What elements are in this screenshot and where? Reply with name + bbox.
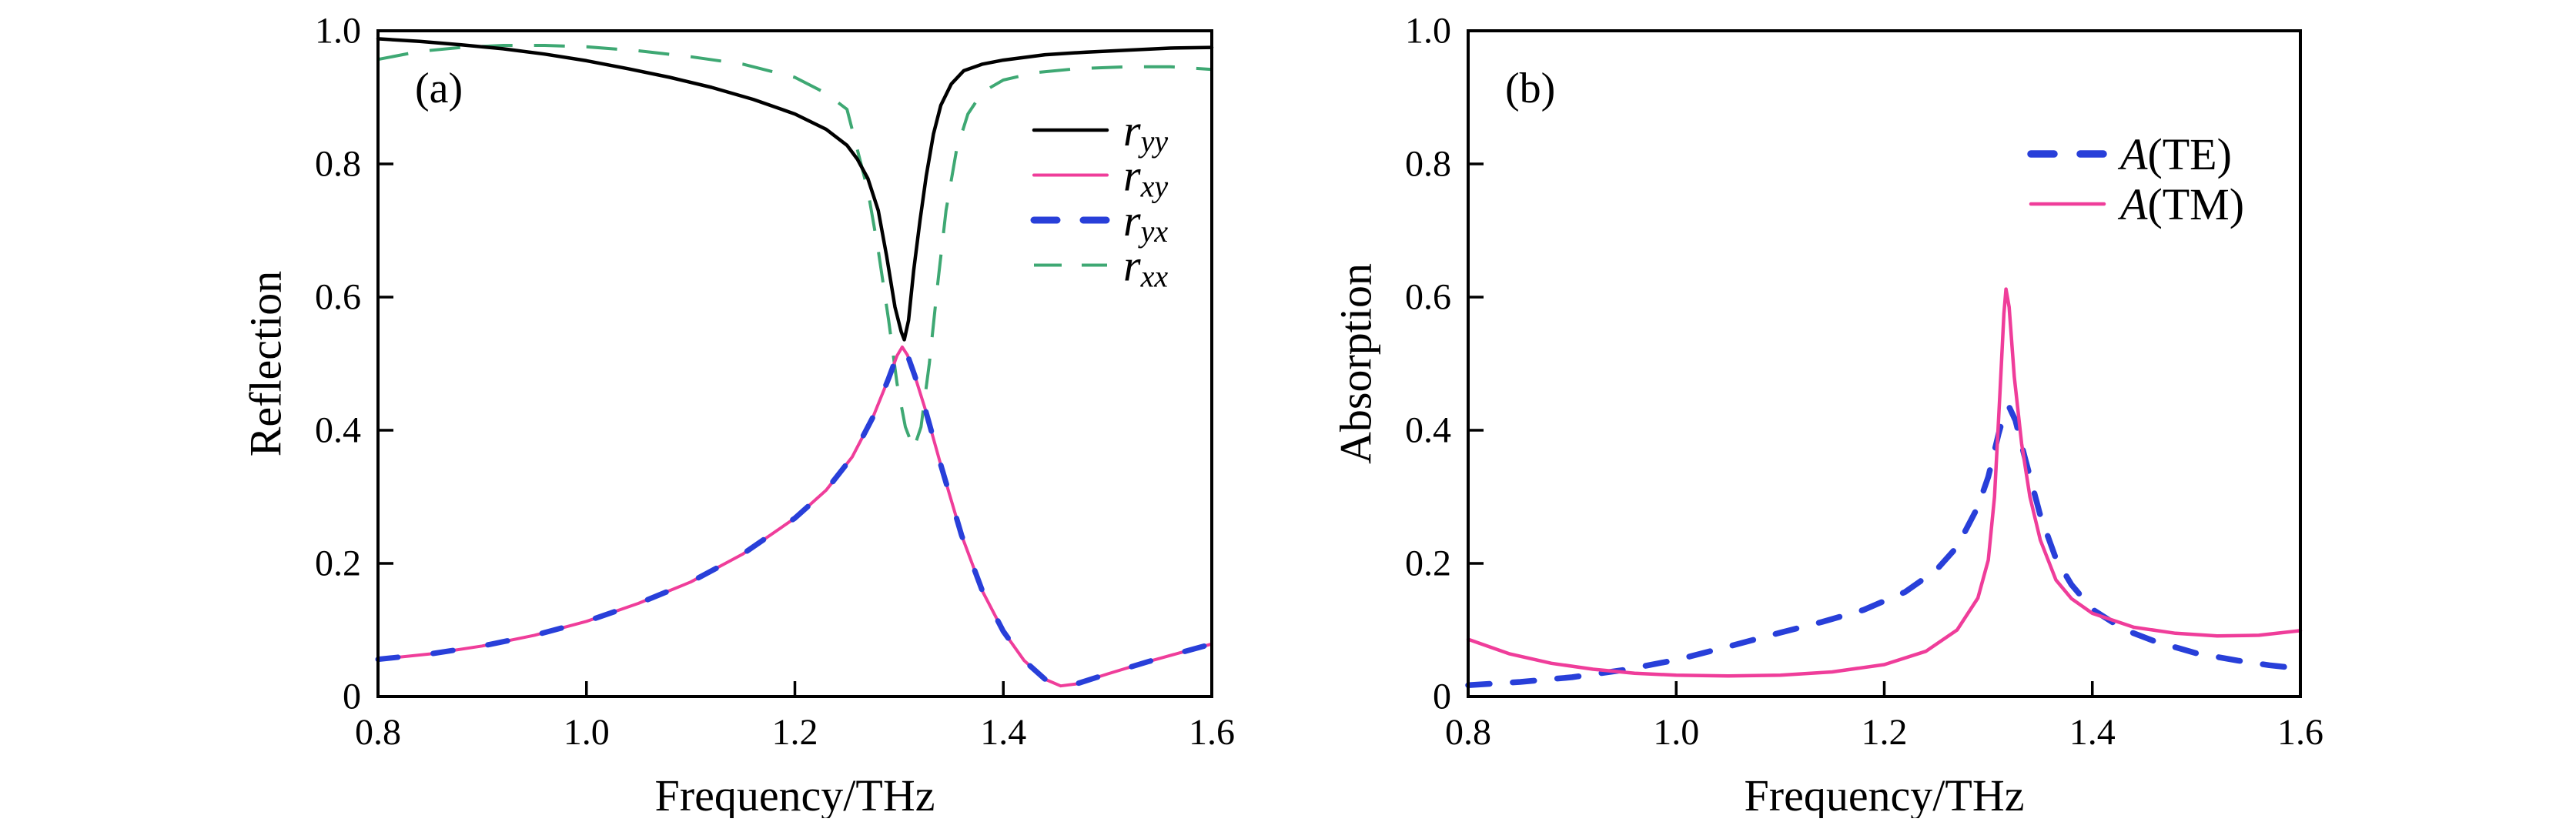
y-axis-label: Absorption	[1331, 263, 1381, 464]
curve-a-te	[1465, 403, 2303, 689]
x-tick-label: 1.2	[1862, 712, 1908, 753]
x-tick-label: 0.8	[1445, 712, 1491, 753]
x-tick-label: 1.2	[772, 712, 818, 753]
y-tick-label: 0.6	[1405, 277, 1451, 318]
y-tick-label: 1.0	[315, 11, 361, 52]
legend-item-r-xx: rxx	[1034, 240, 1168, 293]
panel-tag: (a)	[415, 65, 463, 112]
legend-label: A(TM)	[2117, 179, 2244, 229]
x-tick-label: 0.8	[355, 712, 401, 753]
x-axis-label: Frequency/THz	[655, 770, 935, 818]
x-tick-label: 1.6	[1189, 712, 1235, 753]
curve-r-yy	[376, 37, 1214, 342]
y-tick-label: 0.4	[315, 410, 361, 451]
x-tick-label: 1.0	[564, 712, 610, 753]
curve-r-xx	[377, 44, 1213, 451]
x-tick-label: 1.4	[980, 712, 1026, 753]
legend: A(TE)A(TM)	[2027, 129, 2244, 229]
curve-r-xy	[376, 345, 1213, 688]
panel-tag: (b)	[1505, 65, 1555, 112]
legend-item-a-te: A(TE)	[2027, 129, 2232, 179]
legend-label: ryy	[1123, 105, 1168, 159]
legend-label: rxx	[1123, 240, 1168, 293]
legend-item-r-yy: ryy	[1032, 105, 1168, 159]
x-tick-label: 1.4	[2069, 712, 2116, 753]
y-tick-label: 0.2	[315, 543, 361, 584]
legend-label: ryx	[1123, 195, 1168, 249]
y-tick-label: 0	[343, 677, 361, 717]
curve-r-yx	[375, 344, 1215, 689]
y-tick-label: 0.8	[1405, 144, 1451, 185]
y-tick-label: 1.0	[1405, 11, 1451, 52]
legend-label: rxy	[1123, 150, 1168, 203]
y-tick-label: 0	[1433, 677, 1451, 717]
y-tick-label: 0.4	[1405, 410, 1451, 451]
legend-item-r-yx: ryx	[1030, 195, 1168, 249]
y-axis-label: Reflection	[241, 271, 291, 457]
x-tick-label: 1.0	[1653, 712, 1699, 753]
y-tick-label: 0.8	[315, 144, 361, 185]
legend-item-r-xy: rxy	[1032, 150, 1168, 203]
panel-b: 0.8 1.0 1.2 1.4 1.6 0 0.2 0.4 0.6 0.8 1.0 Frequency…	[1331, 11, 2324, 821]
legend-label: A(TE)	[2117, 129, 2232, 179]
y-tick-label: 0.6	[315, 277, 361, 318]
curve-a-tm	[1466, 287, 2303, 678]
x-axis-label: Frequency/THz	[1745, 770, 2025, 818]
y-tick-label: 0.2	[1405, 543, 1451, 584]
legend-item-a-tm: A(TM)	[2029, 179, 2244, 229]
x-tick-label: 1.6	[2277, 712, 2323, 753]
panel-a: 0.8 1.0 1.2 1.4 1.6 0 0.2 0.4 0.6 0.8 1.0 Frequency…	[241, 11, 1236, 821]
